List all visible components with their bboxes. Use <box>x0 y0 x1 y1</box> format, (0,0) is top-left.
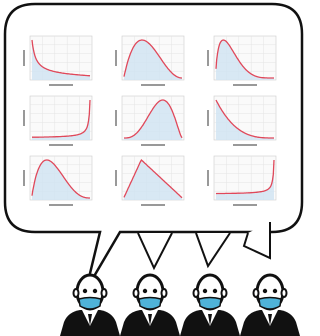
x-label-placeholder <box>49 204 73 206</box>
y-label-placeholder <box>207 170 209 186</box>
bubble-tail <box>196 233 230 266</box>
person <box>120 275 180 336</box>
mini-chart <box>115 96 184 146</box>
mini-chart <box>207 36 276 86</box>
person <box>180 275 240 336</box>
bubble-tail <box>138 233 172 268</box>
x-label-placeholder <box>141 204 165 206</box>
x-label-placeholder <box>141 144 165 146</box>
person <box>240 275 300 336</box>
x-label-placeholder <box>141 84 165 86</box>
mini-chart <box>23 96 92 146</box>
mini-chart <box>115 156 184 206</box>
chart-grid <box>23 36 276 206</box>
illustration <box>0 0 307 336</box>
y-label-placeholder <box>207 50 209 66</box>
y-label-placeholder <box>23 50 25 66</box>
x-label-placeholder <box>233 144 257 146</box>
y-label-placeholder <box>207 110 209 126</box>
page: (() => { const ns = 'http://www.w3.org/2… <box>0 0 320 336</box>
person <box>60 275 120 336</box>
y-label-placeholder <box>115 170 117 186</box>
x-label-placeholder <box>233 84 257 86</box>
x-label-placeholder <box>49 144 73 146</box>
y-label-placeholder <box>23 110 25 126</box>
y-label-placeholder <box>115 50 117 66</box>
x-label-placeholder <box>233 204 257 206</box>
mini-chart <box>23 36 92 86</box>
y-label-placeholder <box>23 170 25 186</box>
x-label-placeholder <box>49 84 73 86</box>
mini-chart <box>23 156 92 206</box>
mini-chart <box>207 96 276 146</box>
y-label-placeholder <box>115 110 117 126</box>
mini-chart <box>115 36 184 86</box>
mini-chart <box>207 156 276 206</box>
